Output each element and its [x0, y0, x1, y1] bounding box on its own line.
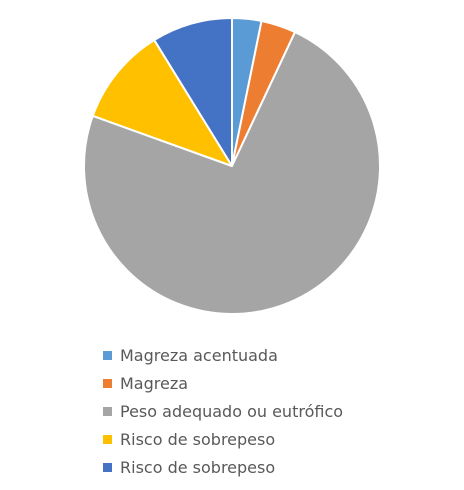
legend-label-2: Magreza	[120, 374, 188, 393]
legend-label-3: Peso adequado ou eutrófico	[120, 402, 343, 421]
legend-item-5: Risco de sobrepeso	[103, 453, 343, 481]
legend-item-2: Magreza	[103, 369, 343, 397]
legend-item-1: Magreza acentuada	[103, 341, 343, 369]
legend-swatch-1	[103, 351, 112, 360]
legend-swatch-5	[103, 463, 112, 472]
legend-item-3: Peso adequado ou eutrófico	[103, 397, 343, 425]
legend-item-4: Risco de sobrepeso	[103, 425, 343, 453]
legend-swatch-3	[103, 407, 112, 416]
pie-plot-area	[0, 0, 464, 330]
legend-swatch-4	[103, 435, 112, 444]
legend-label-5: Risco de sobrepeso	[120, 458, 275, 477]
chart-legend: Magreza acentuada Magreza Peso adequado ou…	[103, 341, 343, 481]
legend-label-1: Magreza acentuada	[120, 346, 278, 365]
legend-label-4: Risco de sobrepeso	[120, 430, 275, 449]
legend-swatch-2	[103, 379, 112, 388]
